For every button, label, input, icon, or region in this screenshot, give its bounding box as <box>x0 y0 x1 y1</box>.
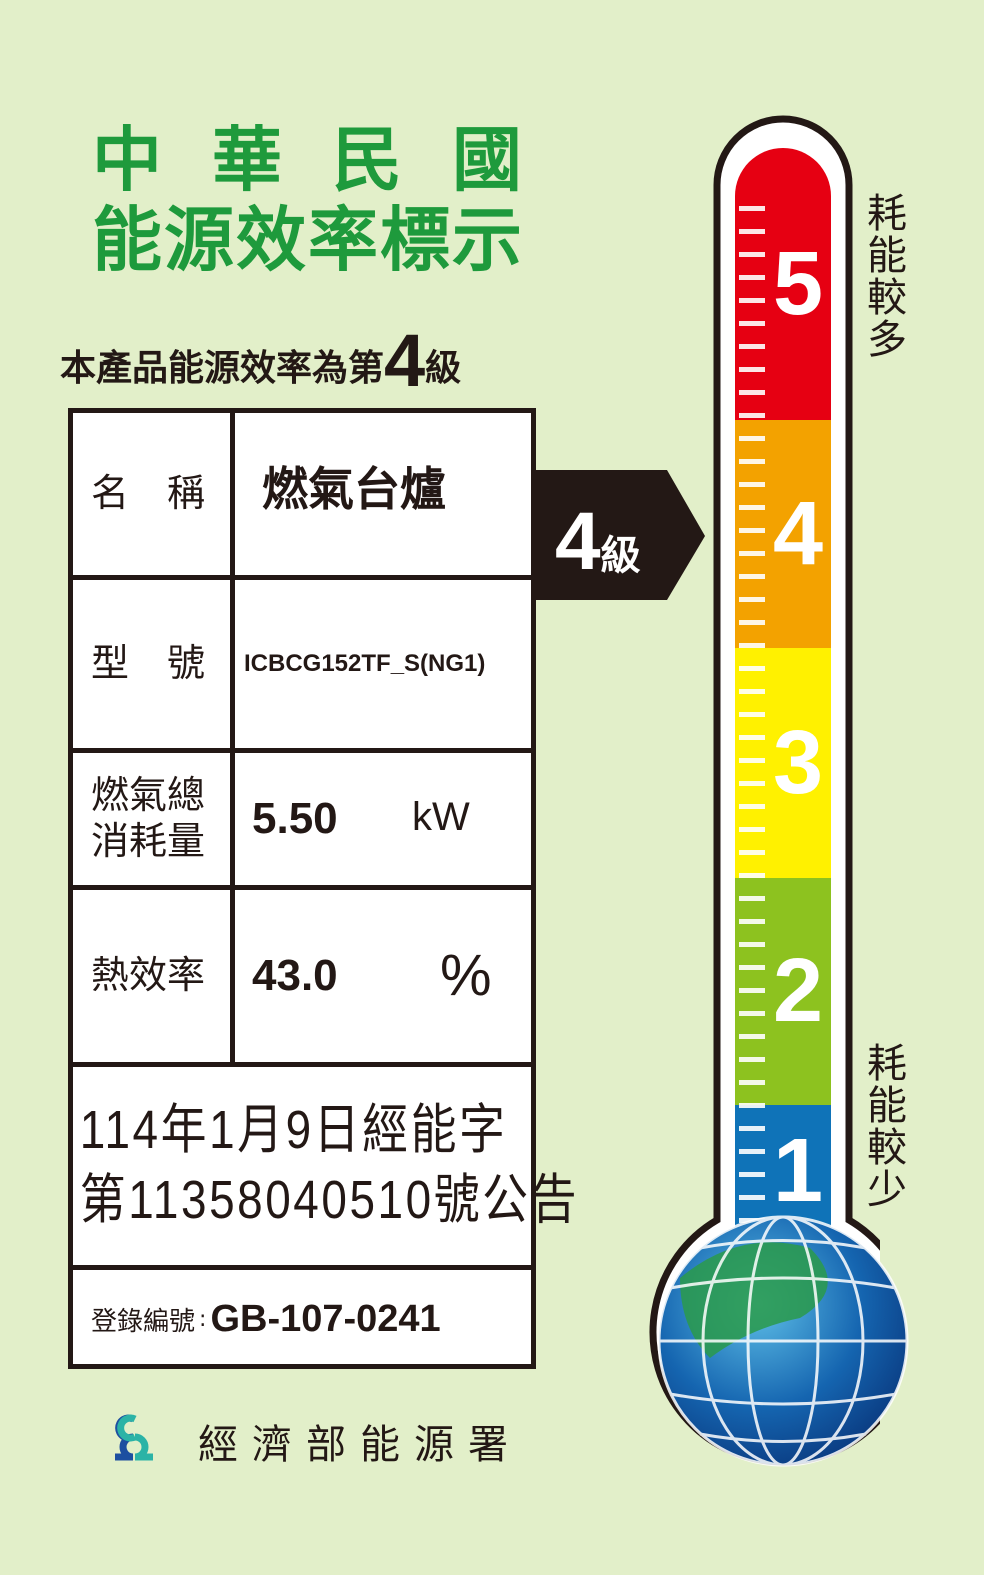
row-model: 型 號 ICBCG152TF_S(NG1) <box>73 580 531 753</box>
gas-unit: kW <box>412 795 470 839</box>
note-less-consumption: 耗能較少 <box>867 1041 907 1213</box>
rating-statement: 本產品能源效率為第4級 <box>60 318 461 403</box>
row-gas-consumption: 燃氣總 消耗量 5.50 kW <box>73 753 531 890</box>
arrow-grade-suffix: 級 <box>600 533 641 579</box>
agency-name: 經濟部能源署 <box>198 1422 522 1468</box>
grade-arrow <box>535 470 705 600</box>
label-thermal-efficiency: 熱效率 <box>73 890 235 1062</box>
row-thermal-efficiency: 熱效率 43.0% <box>73 890 531 1067</box>
registration-number: GB-107-0241 <box>210 1298 441 1340</box>
announcement-text: 114年1月9日經能字第11358040510號公告 <box>73 1067 580 1235</box>
label-line1: 燃氣總 <box>91 773 206 818</box>
arrow-grade-number: 4 <box>555 496 601 587</box>
arrow-shape <box>535 470 705 600</box>
note-more-consumption: 耗能較多 <box>867 191 907 363</box>
value-thermal-efficiency: 43.0% <box>240 890 531 1062</box>
label-line2: 消耗量 <box>91 819 206 863</box>
title-line-1: 中華民國 <box>92 119 572 201</box>
label-model: 型 號 <box>73 580 235 748</box>
efficiency-unit: % <box>440 943 492 1008</box>
rating-prefix: 本產品能源效率為第 <box>60 348 385 389</box>
scale-ticks <box>739 188 765 1238</box>
value-gas-consumption: 5.50 kW <box>240 753 531 885</box>
label-gas-consumption: 燃氣總 消耗量 <box>73 753 235 885</box>
rating-grade: 4 <box>384 319 426 402</box>
value-name: 燃氣台爐 <box>262 462 446 516</box>
label-name: 名 稱 <box>73 413 235 575</box>
thermometer-scale: 5 4 3 2 1 <box>735 148 831 1238</box>
announcement-line2: 第11358040510號公告 <box>79 1170 580 1231</box>
row-name: 名 稱 燃氣台爐 <box>73 413 531 580</box>
row-announcement: 114年1月9日經能字第11358040510號公告 <box>73 1067 580 1270</box>
announcement-line1: 114年1月9日經能字 <box>79 1100 508 1160</box>
value-model: ICBCG152TF_S(NG1) <box>244 650 486 677</box>
grade-arrow-label: 4級 <box>555 495 641 589</box>
rating-suffix: 級 <box>425 348 462 389</box>
spec-table: 名 稱 燃氣台爐 型 號 ICBCG152TF_S(NG1) 燃氣總 消耗量 5.… <box>68 408 580 1369</box>
title-line-2: 能源效率標示 <box>92 199 524 281</box>
registration-label: 登錄編號 <box>91 1307 196 1337</box>
gas-value: 5.50 <box>252 794 338 843</box>
agency-logo-icon <box>115 1414 153 1461</box>
efficiency-value: 43.0 <box>252 951 338 1000</box>
row-registration: 登錄編號: GB-107-0241 <box>73 1270 531 1369</box>
registration-separator: : <box>199 1307 207 1332</box>
globe-icon <box>657 1215 909 1467</box>
